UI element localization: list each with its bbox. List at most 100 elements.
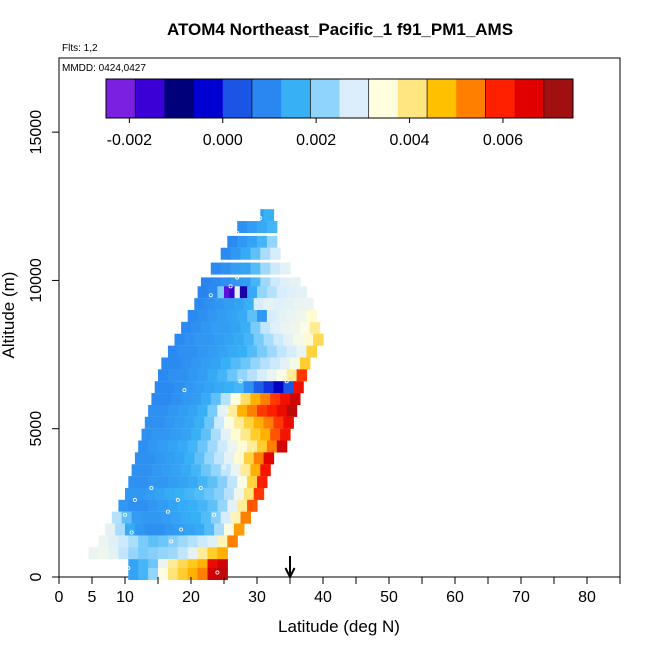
heatmap-cell [266, 286, 278, 299]
heatmap-cell [250, 393, 261, 406]
heatmap-cell [105, 523, 116, 536]
heatmap-cell [280, 277, 291, 290]
heatmap-cell [283, 333, 294, 346]
heatmap-cell [240, 511, 251, 524]
heatmap-cell [191, 357, 202, 370]
colorbar-swatch [222, 79, 253, 118]
heatmap-cell [197, 440, 209, 453]
heatmap-cell [243, 298, 255, 311]
heatmap-cell [250, 247, 261, 260]
heatmap-cell [240, 262, 251, 275]
heatmap-cell [148, 559, 159, 572]
heatmap-cell [276, 440, 288, 453]
heatmap-cell [214, 523, 225, 536]
heatmap-cell [230, 511, 242, 524]
heatmap-cell [98, 535, 110, 548]
heatmap-cell [286, 369, 298, 382]
sample-point [123, 512, 128, 517]
heatmap-cell [197, 310, 209, 323]
heatmap-cell [214, 452, 225, 465]
sample-point [225, 408, 230, 413]
heatmap-cell [207, 559, 218, 572]
sample-point [179, 527, 184, 532]
flights-label: Flts: 1,2 [62, 43, 98, 54]
heatmap-cell [214, 381, 225, 394]
heatmap-cell [276, 404, 288, 417]
heatmap-cell [125, 487, 136, 500]
heatmap-cell [257, 310, 268, 323]
sample-point [221, 465, 226, 470]
heatmap-cell [177, 345, 189, 358]
heatmap-cell [158, 499, 169, 512]
sample-point [202, 269, 207, 274]
x-tick-label: 30 [248, 589, 266, 606]
heatmap-cell [237, 235, 248, 248]
heatmap-cell [148, 499, 159, 512]
heatmap-cell [187, 499, 199, 512]
heatmap-cell [128, 499, 139, 512]
heatmap-cell [247, 286, 258, 299]
heatmap-cell [237, 404, 248, 417]
heatmap-cell [210, 357, 222, 370]
heatmap-cell [224, 452, 235, 465]
heatmap-cell [260, 357, 271, 370]
x-tick-label: 70 [512, 589, 530, 606]
heatmap-cell [134, 487, 146, 500]
heatmap-cell [167, 369, 179, 382]
heatmap-cell [207, 535, 218, 548]
heatmap-cell [197, 369, 209, 382]
heatmap-cell [260, 262, 271, 275]
heatmap-cell [187, 440, 199, 453]
heatmap-cell [197, 547, 209, 560]
heatmap-cell [207, 345, 218, 358]
heatmap-cell [217, 499, 228, 512]
heatmap-cell [207, 499, 218, 512]
heatmap-cell [240, 247, 251, 260]
heatmap-cell [177, 547, 189, 560]
heatmap-cell [210, 464, 222, 477]
heatmap-cell [161, 428, 172, 441]
heatmap-cell [303, 298, 314, 311]
heatmap-cell [286, 404, 298, 417]
y-tick-label: 5000 [28, 411, 45, 447]
heatmap-cell [187, 568, 199, 581]
heatmap-cell [230, 321, 242, 334]
heatmap-cell [191, 428, 202, 441]
heatmap-cell [214, 416, 225, 429]
heatmap-cell [224, 487, 235, 500]
heatmap-cell [144, 452, 156, 465]
heatmap-cell [263, 452, 275, 465]
heatmap-cell [148, 440, 159, 453]
heatmap-cell [286, 286, 298, 299]
heatmap-cell [227, 499, 238, 512]
heatmap-cell [154, 416, 166, 429]
heatmap-cell [220, 393, 232, 406]
heatmap-cell [207, 404, 218, 417]
heatmap-cell [174, 487, 185, 500]
heatmap-cell [253, 381, 265, 394]
heatmap-cell [247, 476, 258, 489]
heatmap-cell [207, 286, 218, 299]
heatmap-cell [194, 298, 205, 311]
heatmap-cell [141, 428, 152, 441]
heatmap-cell [240, 321, 251, 334]
heatmap-cell [217, 286, 225, 299]
heatmap-cell [210, 321, 222, 334]
heatmap-cell [257, 404, 268, 417]
colorbar-tick-label: 0.006 [483, 132, 523, 149]
heatmap-cell [243, 452, 255, 465]
sample-point [212, 512, 217, 517]
heatmap-cell [167, 404, 179, 417]
heatmap-cell [237, 310, 248, 323]
sample-point [132, 497, 137, 502]
heatmap-cell [243, 381, 255, 394]
heatmap-cell [220, 464, 232, 477]
y-tick-label: 0 [28, 572, 45, 581]
x-tick-label: 20 [182, 589, 200, 606]
heatmap-cell [197, 535, 209, 548]
heatmap-cell [306, 345, 317, 358]
heatmap-cell [177, 404, 189, 417]
sample-point [182, 388, 187, 393]
heatmap-cell [138, 499, 149, 512]
